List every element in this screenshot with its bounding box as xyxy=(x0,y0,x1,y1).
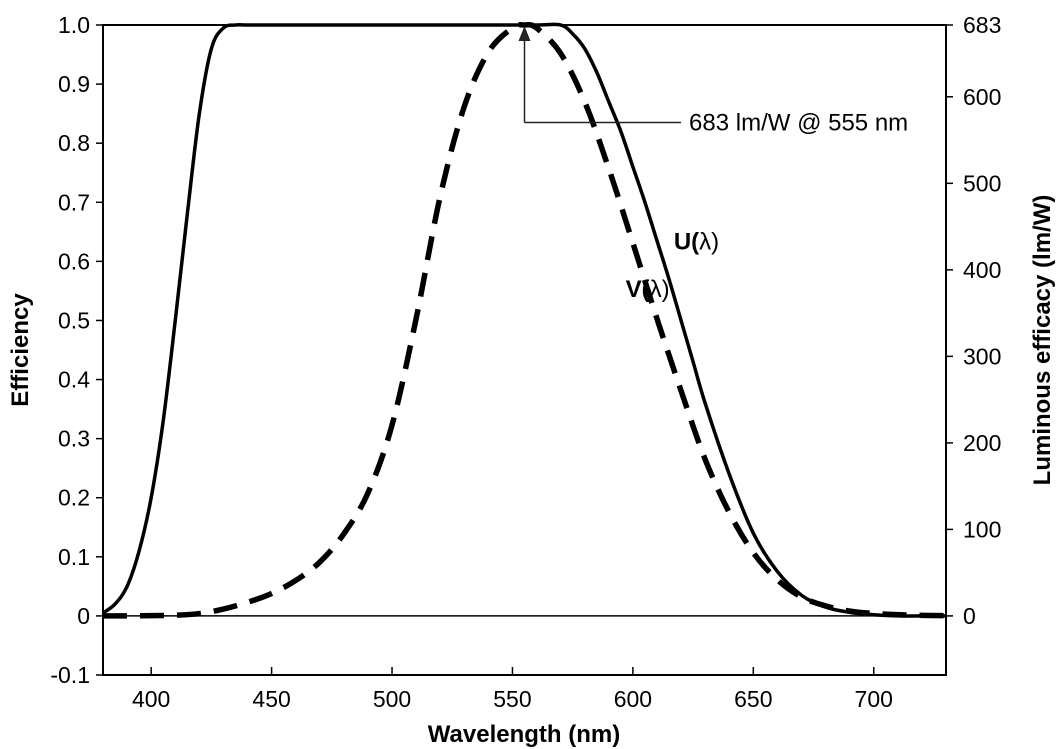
series-label-v-close: ) xyxy=(662,276,670,303)
y-axis-title: Efficiency xyxy=(7,293,34,407)
x-tick-label: 450 xyxy=(252,686,290,712)
y-tick-label: 0.6 xyxy=(58,248,90,274)
series-label-u-greek: λ xyxy=(699,229,711,256)
series-label-u-prefix: U( xyxy=(674,229,699,256)
y-tick-label: 0.5 xyxy=(58,307,90,333)
x-tick-label: 500 xyxy=(373,686,411,712)
y-tick-label: 0 xyxy=(77,603,90,629)
peak-annotation: 683 lm/W @ 555 nm xyxy=(518,26,908,137)
y-tick-label: 0.3 xyxy=(58,426,90,452)
y2-axis-title: Luminous efficacy (lm/W) xyxy=(1029,195,1056,486)
plot-area xyxy=(102,24,947,676)
x-tick-label: 600 xyxy=(614,686,652,712)
annotation-arrowhead xyxy=(518,26,531,41)
y2-tick-label: 683 xyxy=(963,12,1001,38)
y-tick-label: 0.1 xyxy=(58,544,90,570)
x-tick-label: 550 xyxy=(493,686,531,712)
y-tick-label: 0.7 xyxy=(58,189,90,215)
annotation-text: 683 lm/W @ 555 nm xyxy=(689,110,908,137)
y2-axis-ticks: 0 100 200 300 400 500 600 683 xyxy=(946,12,1001,629)
x-axis-title: Wavelength (nm) xyxy=(428,721,620,748)
x-tick-label: 650 xyxy=(734,686,772,712)
y-tick-label: 0.8 xyxy=(58,130,90,156)
series-label-u: U(λ) xyxy=(674,229,719,256)
x-tick-label: 700 xyxy=(855,686,893,712)
series-label-u-close: ) xyxy=(711,229,719,256)
y-tick-label: 0.9 xyxy=(58,71,90,97)
y-tick-label: 1.0 xyxy=(58,12,90,38)
y-tick-label: 0.2 xyxy=(58,485,90,511)
y2-tick-label: 200 xyxy=(963,430,1001,456)
y2-tick-label: 100 xyxy=(963,516,1001,542)
y-tick-label: 0.4 xyxy=(58,367,90,393)
series-label-v: V(λ) xyxy=(626,276,670,303)
y2-tick-label: 400 xyxy=(963,257,1001,283)
y2-tick-label: 500 xyxy=(963,170,1001,196)
series-u-line xyxy=(101,22,946,618)
x-axis-ticks: 400 450 500 550 600 650 700 xyxy=(132,667,893,712)
y2-tick-label: 300 xyxy=(963,343,1001,369)
series-label-v-prefix: V( xyxy=(626,276,650,303)
y2-tick-label: 0 xyxy=(963,603,976,629)
series-v-line xyxy=(102,21,947,619)
x-tick-label: 400 xyxy=(132,686,170,712)
series-label-v-greek: λ xyxy=(650,276,662,303)
y-axis-ticks: -0.1 0 0.1 0.2 0.3 0.4 0.5 0.6 0.7 0.8 0.9 1.0 xyxy=(50,12,103,688)
y-tick-label: -0.1 xyxy=(50,662,90,688)
y2-tick-label: 600 xyxy=(963,84,1001,110)
